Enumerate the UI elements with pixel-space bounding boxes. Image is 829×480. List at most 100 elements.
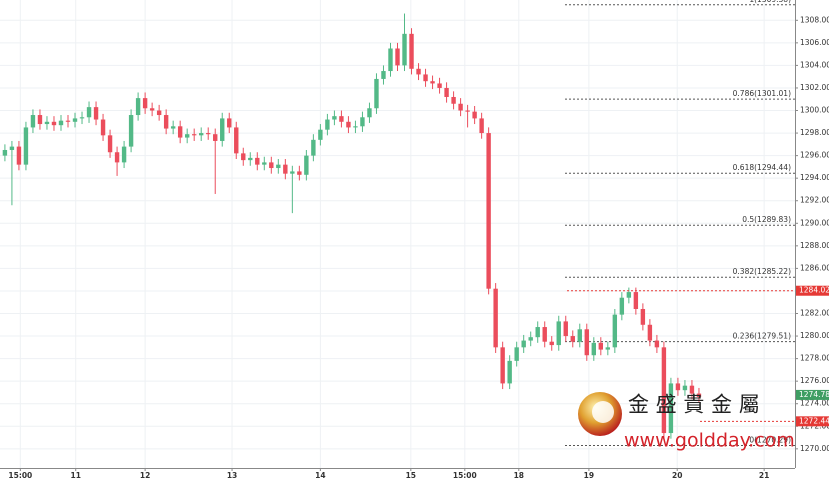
candle-body — [493, 288, 498, 348]
y-tick-label: 1306.00 — [800, 38, 829, 47]
candle-body — [170, 126, 176, 129]
xaxis-bg — [0, 468, 829, 480]
candle-body — [612, 314, 618, 348]
candle-body — [689, 385, 695, 394]
y-tick-label: 1282.00 — [800, 309, 829, 318]
candle-body — [107, 135, 113, 153]
y-tick-label: 1274.00 — [800, 399, 829, 408]
candle-body — [149, 108, 155, 111]
candle-body — [86, 107, 92, 118]
candle-body — [44, 121, 50, 125]
y-tick-label: 1286.00 — [800, 263, 829, 272]
x-tick-label: 15 — [406, 471, 416, 480]
y-tick-label: 1290.00 — [800, 218, 829, 227]
fib-label: 0.786(1301.01) — [733, 89, 791, 98]
x-tick-label: 13 — [227, 471, 237, 480]
candle-body — [325, 119, 330, 130]
fib-label: 0(1270.29) — [749, 436, 791, 445]
candle-body — [675, 383, 681, 391]
candle-body — [297, 171, 302, 175]
candle-body — [500, 347, 505, 384]
candle-body — [682, 385, 688, 391]
candle-body — [142, 98, 148, 109]
candle-body — [528, 337, 533, 341]
candle-body — [640, 308, 646, 325]
candle-body — [563, 321, 568, 337]
y-tick-label: 1308.00 — [800, 15, 829, 24]
candle-body — [507, 360, 512, 384]
candle-body — [591, 342, 596, 356]
candle-body — [184, 134, 190, 138]
candle-body — [444, 87, 449, 97]
y-tick-label: 1298.00 — [800, 128, 829, 137]
fib-label: 0.236(1279.51) — [733, 332, 791, 341]
candle-body — [156, 110, 162, 116]
candle-body — [16, 146, 22, 165]
fib-label: 1(1309.38) — [749, 0, 791, 4]
candle-body — [374, 78, 379, 109]
candle-body — [311, 139, 316, 156]
candle-body — [570, 336, 575, 342]
candle-body — [9, 146, 15, 150]
candle-body — [437, 83, 442, 88]
candle-body — [556, 321, 561, 346]
candle-body — [163, 115, 169, 129]
candle-body — [79, 117, 85, 119]
x-tick-label: 15:00 — [453, 471, 477, 480]
x-tick-label: 15:00 — [8, 471, 32, 480]
candle-body — [654, 340, 660, 348]
candle-body — [486, 133, 491, 289]
candle-body — [2, 149, 8, 156]
price-tag — [796, 285, 829, 296]
y-tick-label: 1296.00 — [800, 151, 829, 160]
x-tick-label: 14 — [315, 471, 325, 480]
candle-body — [549, 341, 554, 346]
candle-body — [360, 117, 365, 127]
candle-body — [353, 126, 358, 128]
candle-body — [51, 121, 57, 126]
y-tick-label: 1276.00 — [800, 376, 829, 385]
price-tag — [796, 416, 829, 427]
candle-body — [283, 164, 288, 174]
price-tag-label: 1284.02 — [799, 286, 829, 295]
x-tick-label: 21 — [759, 471, 769, 480]
candle-body — [135, 98, 141, 116]
candle-body — [423, 74, 428, 82]
candle-body — [402, 33, 407, 66]
candle-body — [395, 48, 400, 66]
candle-body — [577, 329, 582, 342]
candle-body — [339, 116, 344, 122]
logo-inner — [592, 401, 614, 423]
brand-url: www.goldday.com — [624, 430, 795, 452]
candle-body — [696, 393, 702, 397]
candle-body — [234, 127, 239, 154]
brand-name: 金 盛 貴 金 屬 — [628, 393, 760, 417]
y-tick-label: 1302.00 — [800, 83, 829, 92]
fib-label: 0.618(1294.44) — [733, 163, 791, 172]
candle-body — [388, 48, 393, 72]
candle-body — [381, 71, 386, 79]
candle-body — [262, 162, 267, 165]
price-tag — [796, 389, 829, 400]
candle-body — [451, 96, 456, 104]
candle-body — [416, 68, 421, 75]
candle-body — [465, 110, 470, 112]
fib-label: 0.382(1285.22) — [733, 267, 791, 276]
candle-body — [661, 347, 667, 434]
candle-body — [177, 126, 183, 138]
x-tick-label: 20 — [672, 471, 682, 480]
candle-body — [93, 107, 99, 120]
candle-body — [535, 327, 540, 338]
candle-body — [332, 116, 337, 120]
y-tick-label: 1280.00 — [800, 331, 829, 340]
fib-label: 0.5(1289.83) — [742, 215, 791, 224]
candle-body — [668, 383, 674, 434]
candle-body — [100, 119, 106, 136]
candle-body — [346, 121, 351, 128]
candle-body — [72, 118, 78, 122]
candle-body — [114, 152, 120, 163]
candle-body — [248, 157, 253, 161]
candle-body — [30, 115, 36, 128]
candle-body — [206, 133, 211, 135]
candle-body — [23, 127, 29, 165]
